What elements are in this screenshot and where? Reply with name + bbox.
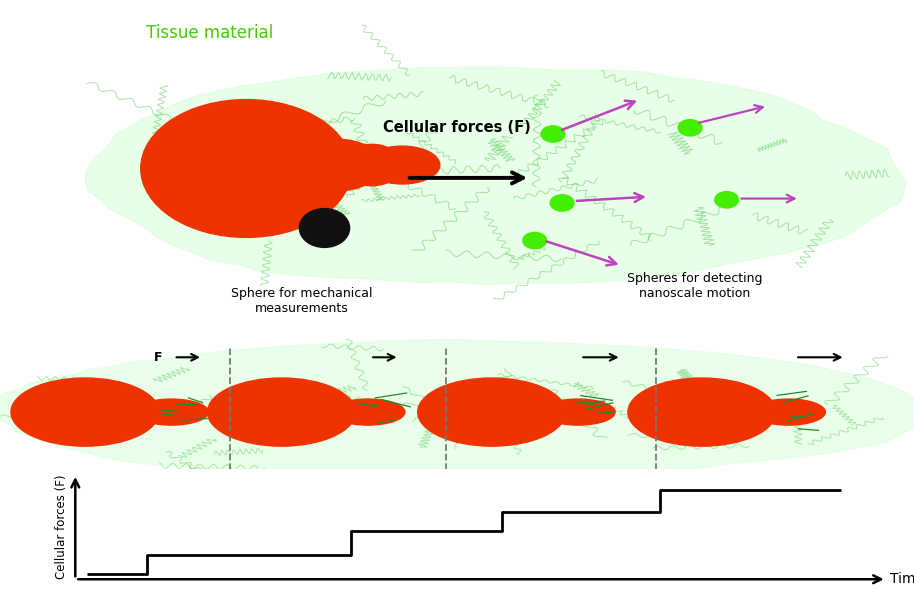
Text: Spheres for detecting
nanoscale motion: Spheres for detecting nanoscale motion bbox=[627, 272, 762, 300]
Ellipse shape bbox=[141, 100, 352, 238]
Text: Cellular forces (F): Cellular forces (F) bbox=[383, 120, 531, 135]
Ellipse shape bbox=[550, 195, 574, 211]
Ellipse shape bbox=[114, 400, 167, 424]
Ellipse shape bbox=[365, 146, 440, 184]
Ellipse shape bbox=[541, 399, 615, 425]
Ellipse shape bbox=[418, 378, 566, 446]
Text: Sphere for mechanical
measurements: Sphere for mechanical measurements bbox=[231, 287, 372, 315]
Ellipse shape bbox=[300, 208, 349, 248]
Ellipse shape bbox=[331, 399, 405, 425]
Ellipse shape bbox=[731, 400, 784, 424]
Ellipse shape bbox=[715, 192, 739, 208]
Text: Time: Time bbox=[890, 572, 914, 586]
Ellipse shape bbox=[11, 378, 159, 446]
Ellipse shape bbox=[678, 119, 702, 136]
Ellipse shape bbox=[207, 378, 356, 446]
Polygon shape bbox=[86, 67, 907, 285]
Text: Tissue material: Tissue material bbox=[146, 24, 273, 42]
Text: Cellular forces (F): Cellular forces (F) bbox=[55, 475, 68, 579]
Ellipse shape bbox=[311, 400, 364, 424]
Polygon shape bbox=[0, 340, 914, 479]
Ellipse shape bbox=[523, 232, 547, 249]
Text: F: F bbox=[154, 351, 163, 364]
Ellipse shape bbox=[751, 399, 825, 425]
Ellipse shape bbox=[134, 399, 208, 425]
Ellipse shape bbox=[292, 139, 382, 191]
Ellipse shape bbox=[628, 378, 776, 446]
Ellipse shape bbox=[342, 144, 402, 186]
Ellipse shape bbox=[541, 126, 565, 142]
Ellipse shape bbox=[521, 400, 574, 424]
